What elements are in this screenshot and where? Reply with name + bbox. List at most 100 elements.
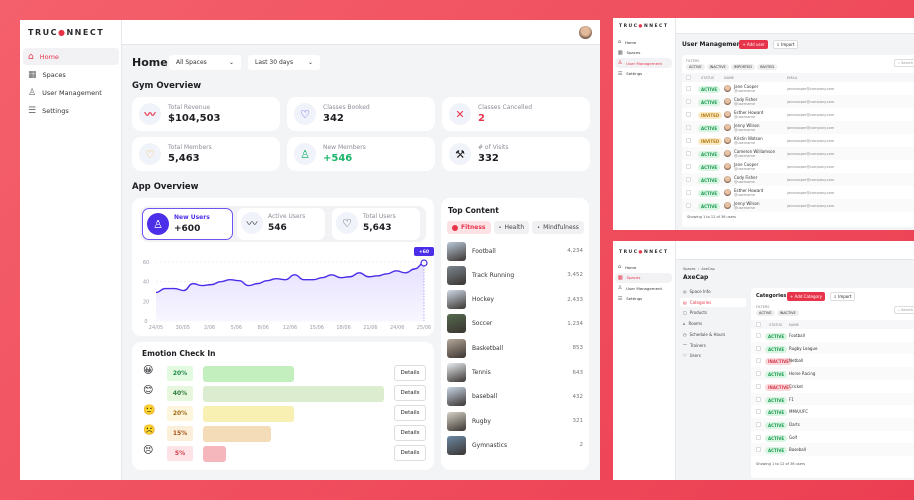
sidebar-item-settings[interactable]: ☰ Settings [615,69,673,79]
table-row[interactable]: ACTIVE Rugby League [751,341,914,355]
table-row[interactable]: ACTIVE Cody Fisher @username janecooper@… [682,173,914,186]
sidebar-item-user-management[interactable]: ♙ User Management [614,58,673,69]
grid-icon: ▦ [28,69,37,80]
content-item[interactable]: baseball 432 [447,387,583,407]
table-row[interactable]: INACTIVE Cricket [751,380,914,393]
table-row[interactable]: ACTIVE Jane Cooper @username janecooper@… [682,82,914,95]
row-checkbox[interactable] [756,421,761,427]
subnav-schedule-hours[interactable]: ◷ Schedule & Hours [680,330,746,339]
filter-imported[interactable]: IMPORTED [730,64,755,70]
filter-fitness[interactable]: Fitness [447,221,491,234]
tab-new-users[interactable]: ♙ New Users +600 [142,208,233,240]
user-avatar[interactable] [579,26,592,39]
space-select[interactable]: All Spaces ⌄ [169,55,241,70]
row-checkbox[interactable] [686,86,691,91]
row-checkbox[interactable] [756,409,761,415]
filter-active[interactable]: ACTIVE [756,310,775,316]
row-checkbox[interactable] [756,447,761,453]
select-all-checkbox[interactable] [756,322,761,327]
sidebar-item-spaces[interactable]: ▦ Spaces [614,272,673,283]
subnav-rooms[interactable]: ⌂ Rooms [680,319,746,328]
row-checkbox[interactable] [756,371,761,377]
table-row[interactable]: INVITED Kristin Watson @username janecoo… [682,134,914,147]
filter-inactive[interactable]: INACTIVE [776,310,799,316]
table-row[interactable]: ACTIVE Football [751,329,914,342]
row-checkbox[interactable] [756,396,761,402]
details-button[interactable]: Details [394,445,426,461]
table-row[interactable]: ACTIVE Cody Fisher @username janecooper@… [682,95,914,108]
sidebar-item-spaces[interactable]: ▦ Spaces [23,66,119,83]
table-row[interactable]: ACTIVE Esther Howard @username janecoope… [682,186,914,199]
content-item[interactable]: Track Running 3,452 [447,265,583,285]
filter-health[interactable]: • Health [493,221,530,234]
subnav-products[interactable]: ▢ Products [680,308,746,317]
row-checkbox[interactable] [686,203,691,208]
sidebar-item-spaces[interactable]: ▦ Spaces [615,48,673,58]
sidebar-item-settings[interactable]: ☰ Settings [615,294,673,304]
sidebar-item-home[interactable]: ⌂ Home [615,37,673,47]
row-checkbox[interactable] [686,190,691,195]
filter-active[interactable]: ACTIVE [686,64,705,70]
details-button[interactable]: Details [394,425,426,441]
row-checkbox[interactable] [686,138,691,143]
row-checkbox[interactable] [756,333,761,338]
search-input[interactable]: ⌕ Search [894,59,914,67]
content-item[interactable]: Gymnastics 2 [447,435,583,455]
content-item[interactable]: Rugby 321 [447,411,583,431]
row-checkbox[interactable] [686,125,691,130]
row-checkbox[interactable] [756,383,761,389]
table-row[interactable]: INACTIVE Netball [751,354,914,367]
row-checkbox[interactable] [686,99,691,104]
row-checkbox[interactable] [686,112,691,117]
details-button[interactable]: Details [394,385,426,401]
subnav-users[interactable]: ♡ Users [680,351,746,360]
breadcrumb-spaces[interactable]: Spaces [683,267,696,271]
table-row[interactable]: ACTIVE Golf [751,431,914,444]
content-item[interactable]: Tennis 643 [447,363,583,383]
row-checkbox[interactable] [686,151,691,156]
row-checkbox[interactable] [686,164,691,169]
table-row[interactable]: ACTIVE Cameron Williamson @username jane… [682,147,914,160]
table-row[interactable]: INVITED Esther Howard @username janecoop… [682,108,914,121]
heart-icon: ♡ [336,212,358,234]
subnav-space-info[interactable]: ◎ Space Info [680,287,746,296]
sidebar-item-user-management[interactable]: ♙ User Management [23,84,119,101]
table-row[interactable]: ACTIVE Horse Racing [751,367,914,380]
table-row[interactable]: ACTIVE MMA/UFC [751,405,914,418]
filter-invited[interactable]: INVITED [756,64,778,70]
y-tick-label: 20 [143,299,149,305]
filter-mindfulness[interactable]: • Mindfulness [532,221,584,234]
range-select[interactable]: Last 30 days ⌄ [248,55,320,70]
sidebar-item-settings[interactable]: ☰ Settings [23,102,119,119]
table-row[interactable]: ACTIVE Jenny Wilson @username janecooper… [682,121,914,134]
select-all-checkbox[interactable] [686,75,691,80]
tab-active-users[interactable]: 〰 Active Users 546 [237,208,325,240]
import-button[interactable]: ⇩ Import [830,292,855,301]
row-checkbox[interactable] [756,434,761,440]
content-item[interactable]: Hockey 2,433 [447,290,583,310]
add-category-button[interactable]: + Add Category [787,292,825,301]
row-checkbox[interactable] [756,358,761,364]
sidebar-item-home[interactable]: ⌂ Home [23,48,119,65]
details-button[interactable]: Details [394,405,426,421]
row-checkbox[interactable] [756,345,761,351]
row-checkbox[interactable] [686,177,691,182]
table-row[interactable]: ACTIVE Jenny Wilson @username janecooper… [682,199,914,212]
content-item[interactable]: Basketball 853 [447,338,583,358]
subnav-categories[interactable]: ▤ Categories [680,297,746,307]
add-user-button[interactable]: + Add user [739,40,768,49]
details-button[interactable]: Details [394,365,426,381]
table-row[interactable]: ACTIVE Baseball [751,443,914,456]
table-row[interactable]: ACTIVE Darts [751,417,914,431]
search-input[interactable]: ⌕ Search [894,306,914,314]
sidebar-item-user-management[interactable]: ♙ User Management [615,283,673,293]
import-button[interactable]: ⇩ Import [773,40,798,49]
filter-inactive[interactable]: INACTIVE [706,64,729,70]
table-row[interactable]: ACTIVE F1 [751,392,914,406]
content-item[interactable]: Soccer 1,234 [447,314,583,334]
content-item[interactable]: Football 4,234 [447,241,583,261]
tab-total-users[interactable]: ♡ Total Users 5,643 [332,208,420,240]
sidebar-item-home[interactable]: ⌂ Home [615,262,673,272]
table-row[interactable]: ACTIVE Jane Cooper @username janecooper@… [682,160,914,173]
subnav-trainers[interactable]: 〰 Trainers [680,341,746,350]
